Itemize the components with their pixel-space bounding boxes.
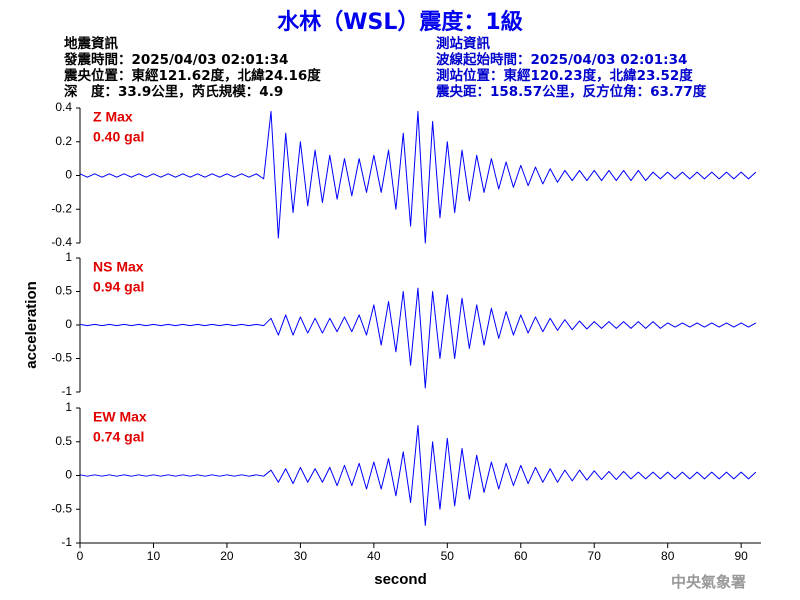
x-tick-label: 80 (661, 549, 675, 563)
y-tick-label: 0 (65, 317, 72, 331)
x-tick-label: 50 (441, 549, 455, 563)
x-tick-label: 30 (294, 549, 308, 563)
y-tick-label: 1 (65, 400, 72, 414)
max-label: 0.74 gal (93, 429, 144, 445)
y-tick-label: 0.4 (55, 100, 72, 114)
waveform (79, 110, 757, 244)
y-tick-label: 0 (65, 168, 72, 182)
max-label: 0.94 gal (93, 279, 144, 295)
y-axis-label: acceleration (23, 281, 40, 369)
x-tick-label: 70 (588, 549, 602, 563)
y-tick-label: -1 (61, 384, 72, 398)
x-tick-label: 40 (367, 549, 381, 563)
y-tick-label: -0.4 (51, 235, 72, 249)
component-label: NS Max (93, 259, 144, 275)
y-tick-label: 0.2 (55, 134, 72, 148)
x-tick-label: 10 (147, 549, 161, 563)
info-line: 震央距：158.57公里，反方位角：63.77度 (436, 84, 707, 100)
y-tick-label: 0.5 (55, 284, 72, 298)
y-tick-label: -0.2 (51, 201, 72, 215)
x-tick-label: 60 (514, 549, 528, 563)
info-line: 測站資訊 (436, 36, 490, 52)
max-label: 0.40 gal (93, 129, 144, 145)
x-tick-label: 20 (220, 549, 234, 563)
info-line: 地震資訊 (64, 36, 118, 52)
y-tick-label: -0.5 (51, 351, 72, 365)
x-tick-label: 90 (734, 549, 748, 563)
y-tick-label: -1 (61, 535, 72, 549)
info-line: 震央位置：東經121.62度，北緯24.16度 (64, 68, 321, 84)
x-tick-label: 0 (77, 549, 84, 563)
waveform (79, 425, 757, 526)
y-tick-label: 0 (65, 468, 72, 482)
title: 水林（WSL）震度：1級 (277, 10, 523, 35)
component-label: Z Max (93, 109, 133, 125)
y-tick-label: 1 (65, 250, 72, 264)
info-line: 波線起始時間：2025/04/03 02:01:34 (436, 52, 688, 68)
y-tick-label: -0.5 (51, 501, 72, 515)
component-label: EW Max (93, 409, 147, 425)
y-tick-label: 0.5 (55, 434, 72, 448)
earthquake-info: 地震資訊 發震時間：2025/04/03 02:01:34 震央位置：東經121… (64, 36, 321, 100)
station-info: 測站資訊 波線起始時間：2025/04/03 02:01:34 測站位置：東經1… (436, 36, 706, 100)
info-line: 發震時間：2025/04/03 02:01:34 (64, 52, 289, 68)
info-line: 深 度：33.9公里，芮氏規模：4.9 (64, 84, 284, 100)
info-line: 測站位置：東經120.23度，北緯23.52度 (436, 68, 693, 84)
waveform (79, 287, 757, 389)
x-axis-label: second (374, 571, 427, 588)
footer: 中央氣象署 (670, 573, 746, 591)
